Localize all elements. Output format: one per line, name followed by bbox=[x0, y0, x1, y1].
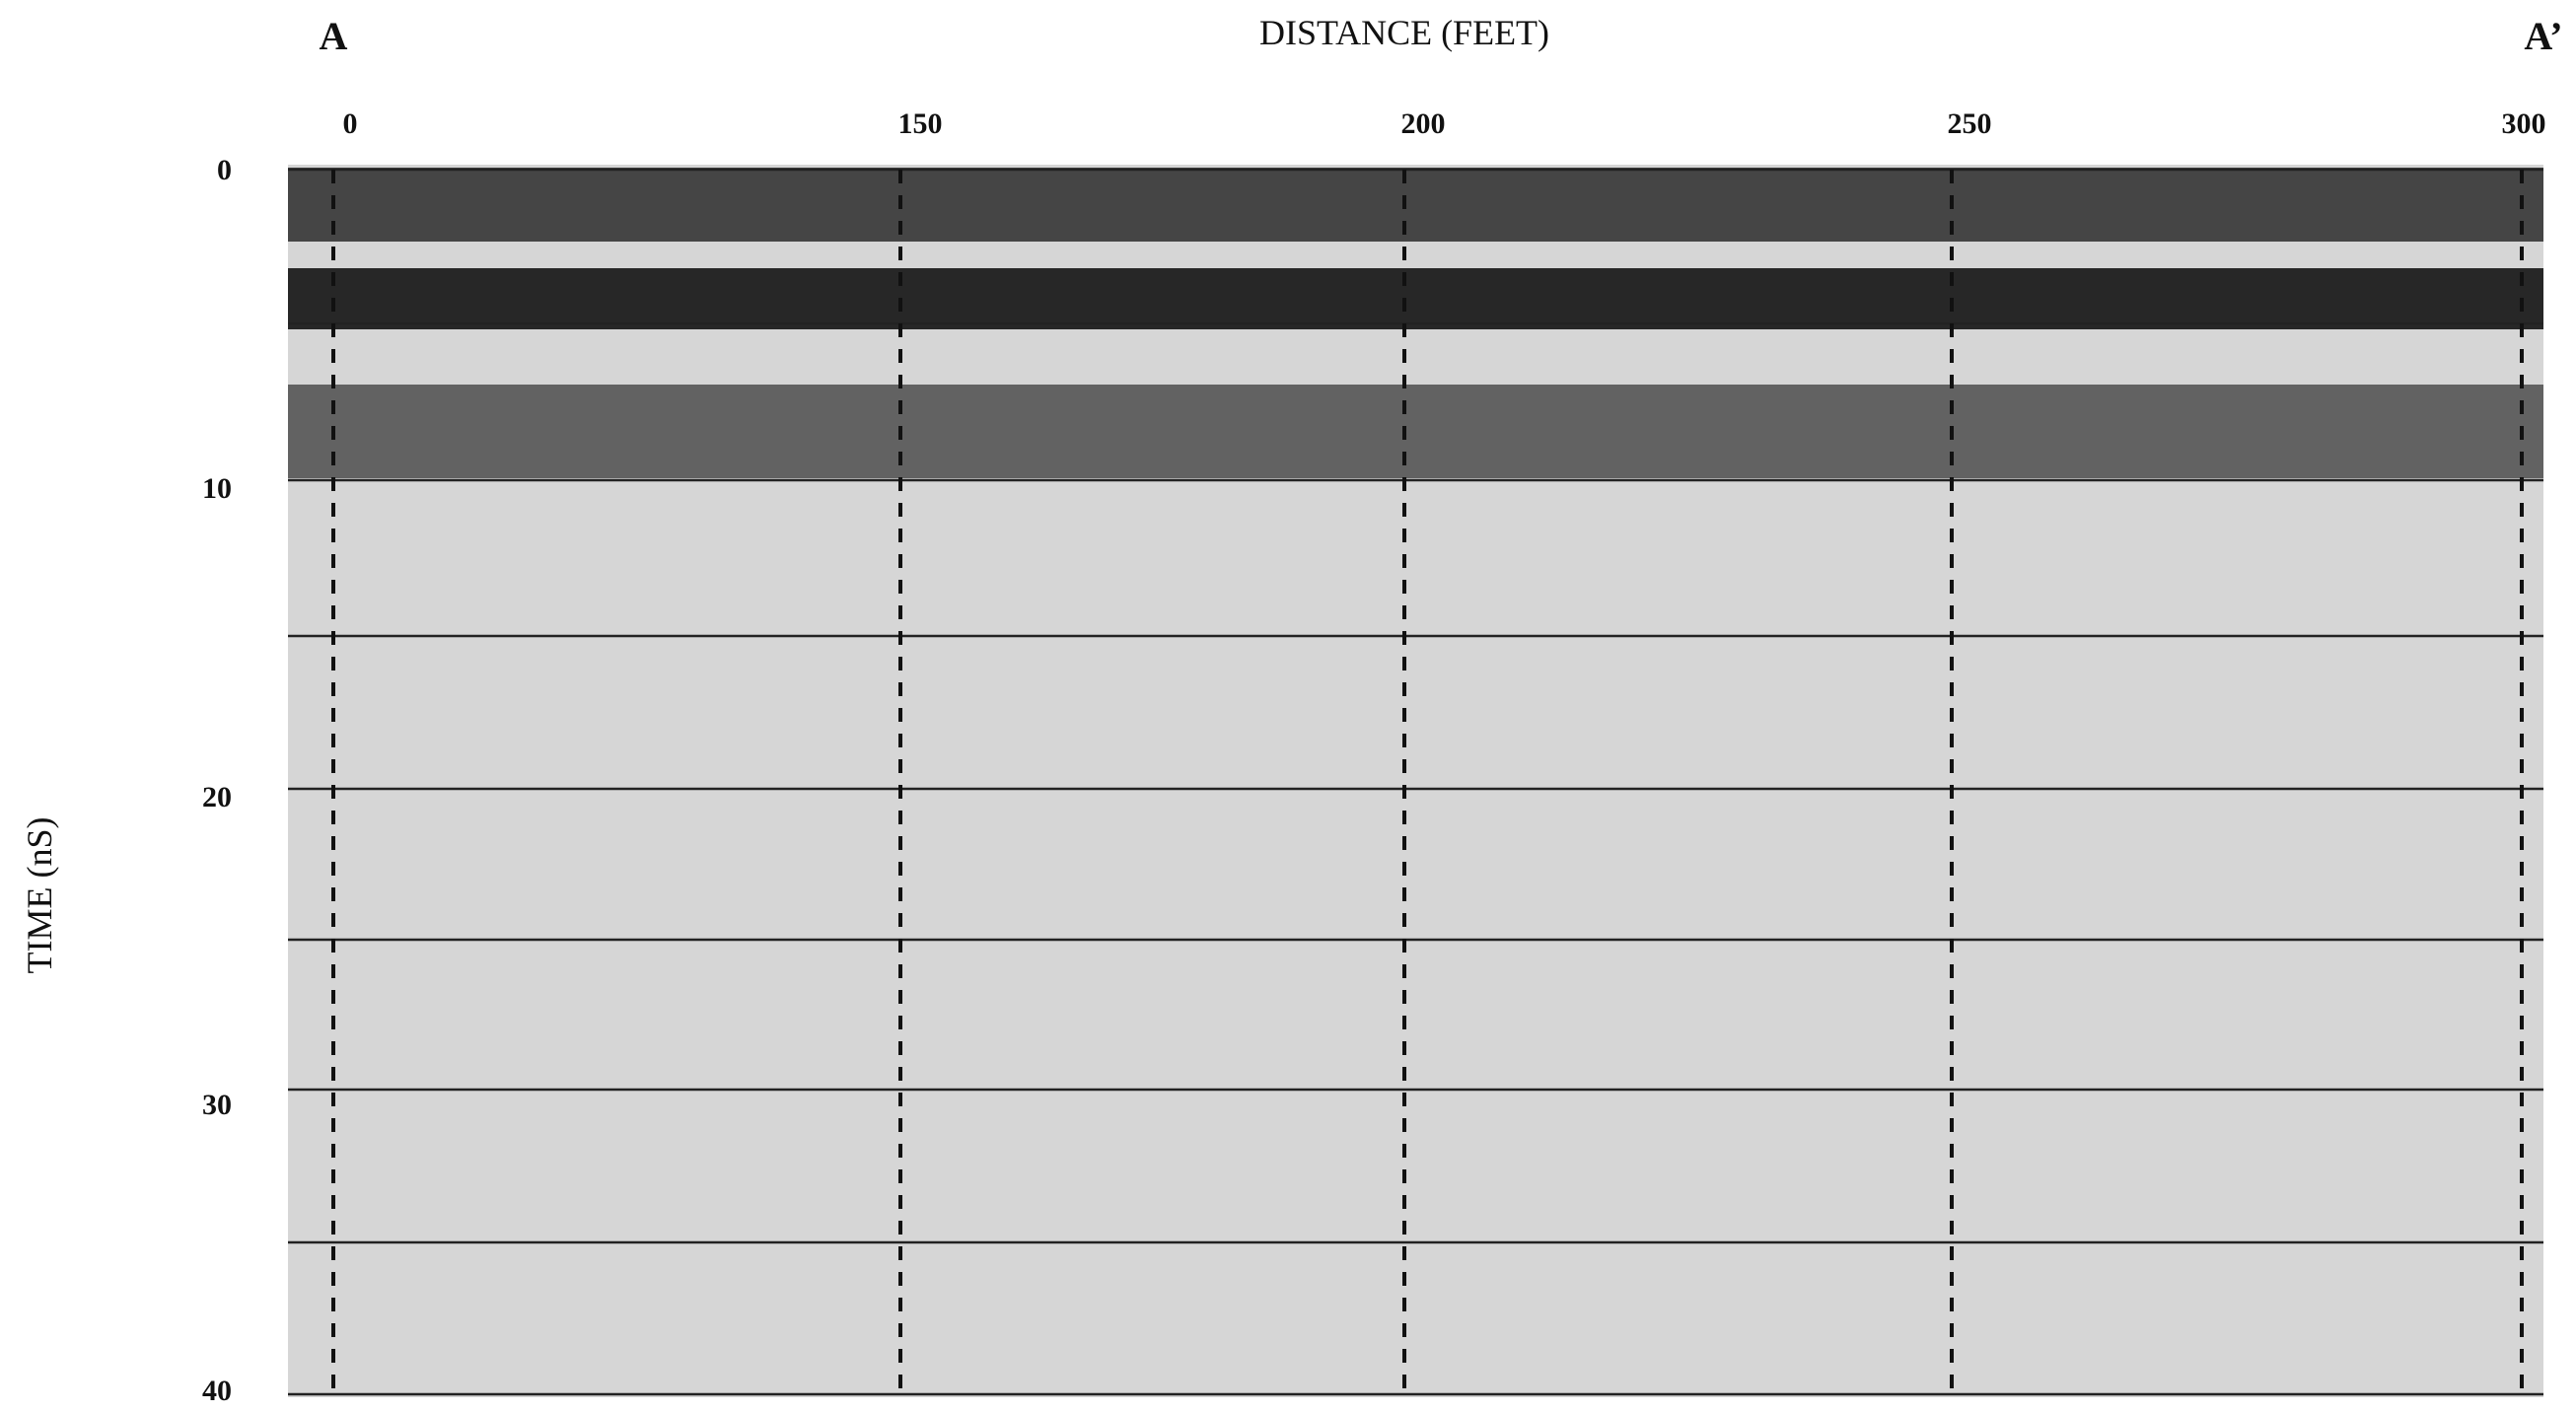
y-axis-label: TIME (nS) bbox=[20, 817, 59, 974]
x-tick-label: 300 bbox=[2502, 107, 2546, 140]
y-tick-label: 30 bbox=[202, 1089, 232, 1121]
x-tick-label: 200 bbox=[1401, 107, 1446, 140]
axis-title: DISTANCE (FEET) bbox=[1259, 13, 1549, 52]
radargram-figure: A DISTANCE (FEET) A’ TIME (nS) 015020025… bbox=[0, 0, 2576, 1407]
x-tick-label: 150 bbox=[898, 107, 943, 140]
page: {"header": {"left_marker": "A", "title":… bbox=[0, 0, 2576, 1407]
x-tick-label: 0 bbox=[343, 107, 358, 140]
y-tick-label: 10 bbox=[202, 472, 232, 505]
right-marker: A’ bbox=[2524, 14, 2562, 58]
reflection-band bbox=[288, 385, 2543, 478]
x-tick-label: 250 bbox=[1948, 107, 1992, 140]
radargram-texture bbox=[288, 165, 2543, 1397]
reflection-band bbox=[288, 268, 2543, 329]
y-tick-label: 0 bbox=[217, 154, 232, 186]
surface-band bbox=[288, 168, 2543, 242]
y-tick-label: 40 bbox=[202, 1375, 232, 1407]
y-tick-label: 20 bbox=[202, 781, 232, 813]
left-marker: A bbox=[320, 14, 348, 58]
